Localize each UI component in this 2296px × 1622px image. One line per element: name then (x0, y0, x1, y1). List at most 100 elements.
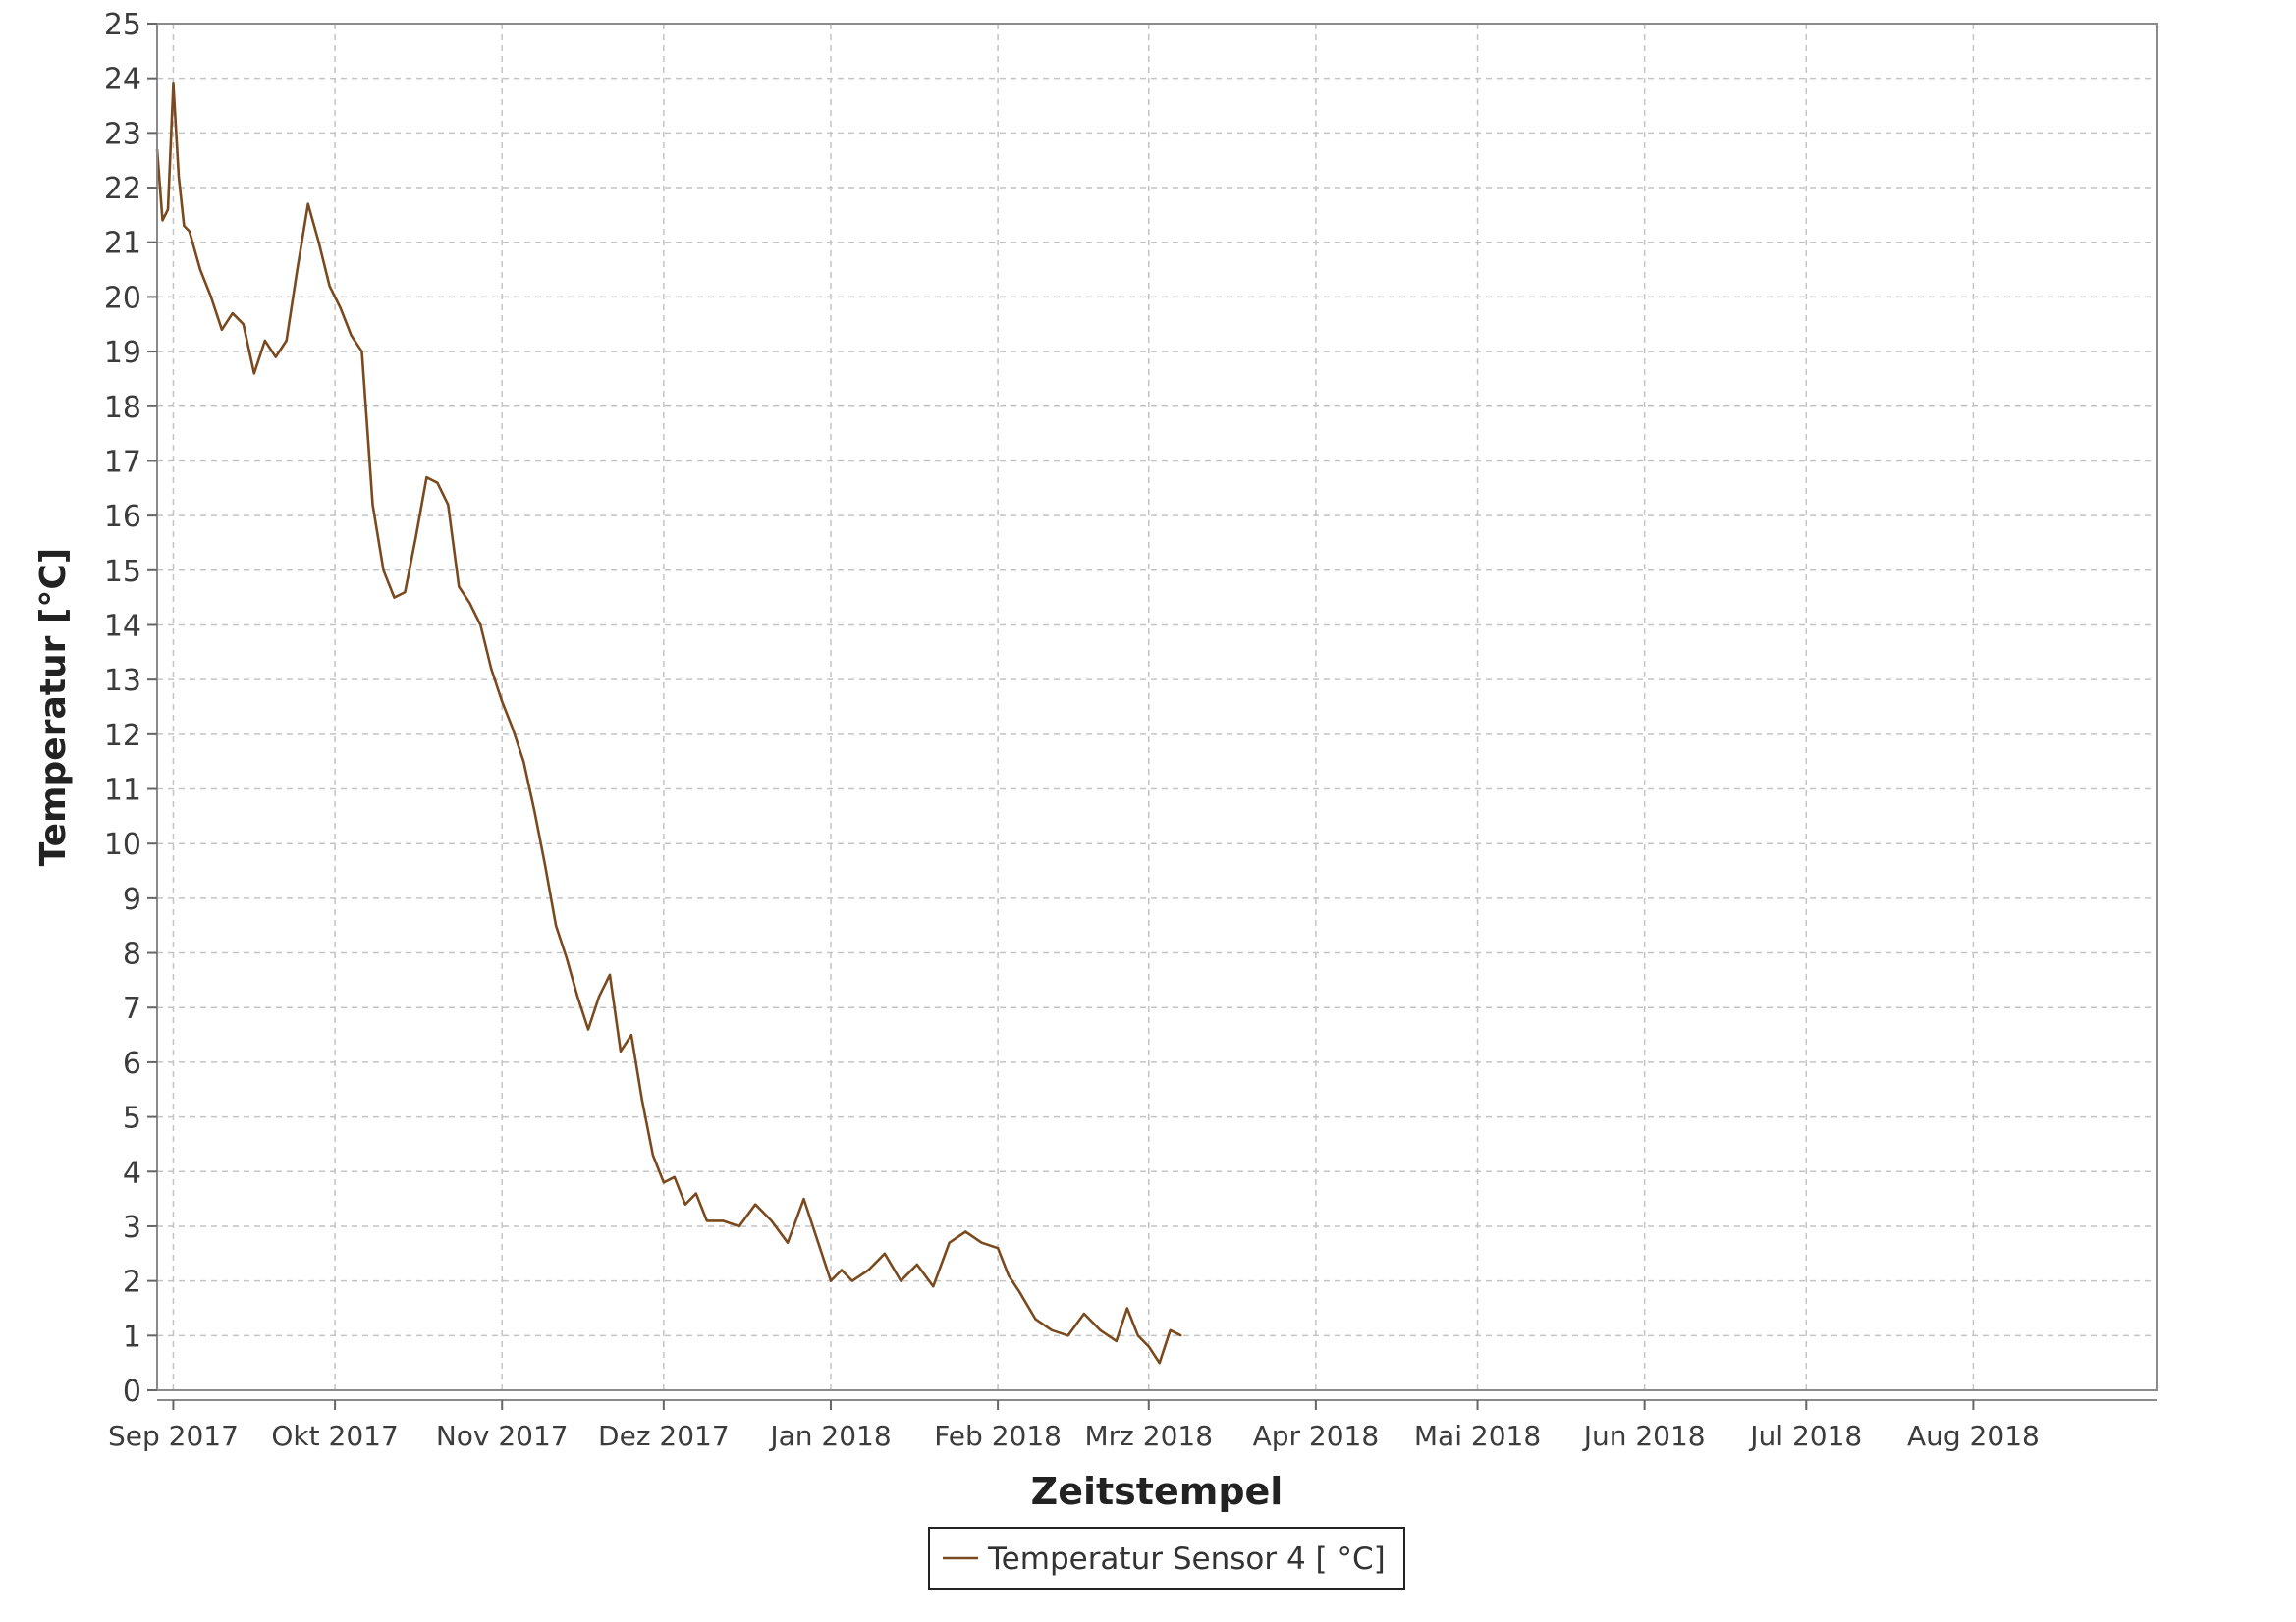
y-tick-label: 7 (123, 992, 141, 1026)
y-tick-label: 22 (104, 172, 141, 206)
data-point (1099, 1328, 1102, 1331)
data-point (830, 1279, 832, 1282)
data-point (414, 536, 417, 539)
data-point (512, 728, 515, 730)
data-point (183, 225, 186, 227)
data-point (533, 809, 536, 812)
series-layer (155, 81, 1182, 1365)
data-point (1115, 1340, 1118, 1342)
data-point (468, 602, 471, 605)
data-point (663, 1181, 665, 1184)
y-tick-label: 25 (104, 8, 141, 42)
data-point (819, 1247, 821, 1250)
data-point (1083, 1313, 1085, 1315)
y-tick-label: 0 (123, 1375, 141, 1409)
y-tick-label: 4 (123, 1156, 141, 1190)
data-point (544, 864, 546, 867)
data-point (242, 323, 245, 326)
y-tick-label: 11 (104, 774, 141, 808)
data-point (566, 957, 568, 959)
x-tick-label: Sep 2017 (108, 1420, 239, 1452)
x-tick-label: Jul 2018 (1748, 1420, 1862, 1452)
y-tick-label: 2 (123, 1266, 141, 1300)
x-tick-label: Apr 2018 (1253, 1420, 1380, 1452)
data-point (161, 219, 164, 222)
y-tick-label: 10 (104, 828, 141, 862)
data-point (652, 1154, 654, 1157)
y-tick-label: 5 (123, 1102, 141, 1136)
y-tick-label: 1 (123, 1320, 141, 1354)
data-point (641, 1100, 643, 1102)
data-point (851, 1279, 853, 1282)
data-point (1034, 1318, 1037, 1321)
y-tick-label: 18 (104, 391, 141, 425)
x-axis: Sep 2017 Okt 2017 Nov 2017 Dez 2017 Jan 2018… (108, 1399, 2157, 1452)
data-point (980, 1241, 983, 1244)
data-point (436, 481, 439, 484)
data-point (350, 334, 353, 337)
data-point (522, 760, 525, 763)
data-point (841, 1269, 843, 1271)
data-point (178, 176, 180, 178)
data-point (231, 312, 234, 314)
data-point (339, 306, 342, 309)
y-tick-label: 23 (104, 117, 141, 151)
data-point (787, 1241, 789, 1244)
data-point (915, 1264, 918, 1266)
data-point (274, 355, 277, 358)
data-point (189, 230, 191, 233)
data-point (1066, 1334, 1069, 1337)
x-tick-label: Jan 2018 (768, 1420, 891, 1452)
x-tick-label: Mrz 2018 (1085, 1420, 1214, 1452)
data-point (360, 351, 363, 352)
data-point (738, 1225, 740, 1227)
y-tick-label: 9 (123, 883, 141, 917)
data-point (964, 1230, 967, 1233)
data-point (167, 208, 169, 211)
data-point (1136, 1334, 1139, 1337)
data-point (997, 1247, 999, 1250)
data-point (382, 568, 385, 571)
legend: Temperatur Sensor 4 [ °C] (928, 1527, 1405, 1590)
y-tick-label: 21 (104, 227, 141, 261)
data-point (371, 504, 374, 506)
data-point (1125, 1307, 1128, 1310)
x-tick-label: Dez 2017 (598, 1420, 730, 1452)
x-axis-title: Zeitstempel (1031, 1470, 1284, 1513)
data-point (501, 700, 504, 703)
data-point (317, 241, 320, 243)
y-tick-label: 12 (104, 719, 141, 753)
legend-label: Temperatur Sensor 4 [ °C] (987, 1541, 1386, 1577)
data-point (1158, 1362, 1161, 1365)
data-point (296, 268, 299, 271)
y-axis-title: Temperatur [°C] (33, 548, 74, 866)
data-point (252, 372, 255, 375)
data-point (620, 1050, 622, 1053)
x-tick-label: Feb 2018 (934, 1420, 1062, 1452)
data-point (1051, 1328, 1053, 1331)
x-tick-label: Jun 2018 (1582, 1420, 1706, 1452)
data-point (490, 668, 493, 670)
y-axis: 0123456789101112131415161718192021222324… (104, 8, 157, 1409)
data-point (598, 996, 600, 998)
y-tick-label: 6 (123, 1047, 141, 1081)
data-point (263, 340, 266, 342)
y-tick-label: 16 (104, 500, 141, 534)
x-tick-label: Aug 2018 (1907, 1420, 2040, 1452)
y-tick-label: 3 (123, 1211, 141, 1245)
y-tick-label: 13 (104, 664, 141, 698)
data-point (210, 296, 212, 298)
x-tick-label: Nov 2017 (436, 1420, 569, 1452)
data-point (285, 340, 288, 342)
data-point (199, 268, 201, 271)
y-tick-label: 19 (104, 336, 141, 370)
data-point (1169, 1328, 1172, 1331)
data-point (1018, 1290, 1020, 1293)
x-tick-label: Mai 2018 (1414, 1420, 1541, 1452)
data-point (221, 328, 223, 331)
data-point (673, 1175, 676, 1178)
plot-border (156, 23, 2158, 1391)
y-tick-label: 15 (104, 555, 141, 589)
data-point (630, 1034, 632, 1036)
